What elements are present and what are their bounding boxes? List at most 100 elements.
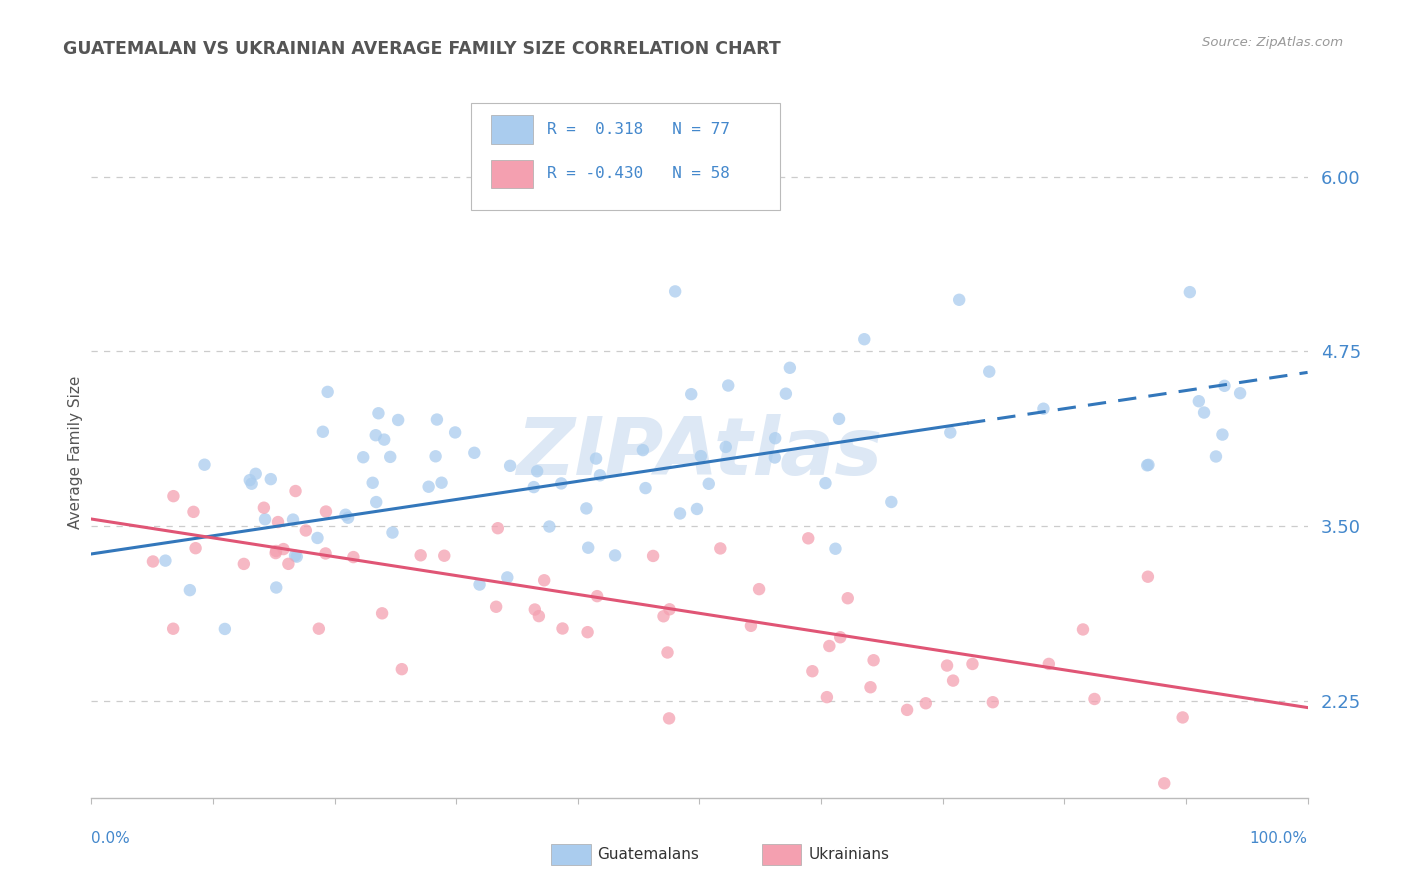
Point xyxy=(367,406,389,420)
Point xyxy=(853,332,876,346)
Text: GUATEMALAN VS UKRAINIAN AVERAGE FAMILY SIZE CORRELATION CHART: GUATEMALAN VS UKRAINIAN AVERAGE FAMILY S… xyxy=(63,40,780,58)
Point xyxy=(430,475,453,490)
Point xyxy=(373,433,395,447)
Point xyxy=(533,574,555,588)
Point xyxy=(245,467,267,481)
Point xyxy=(232,557,254,571)
Point xyxy=(681,387,703,401)
Point xyxy=(551,622,574,636)
Point xyxy=(550,476,572,491)
Point xyxy=(1188,394,1211,409)
Point xyxy=(697,476,720,491)
Text: R = -0.430   N = 58: R = -0.430 N = 58 xyxy=(547,167,730,181)
Point xyxy=(979,365,1001,379)
Point xyxy=(1038,657,1060,671)
Point xyxy=(418,480,440,494)
Point xyxy=(914,696,936,710)
Point xyxy=(896,703,918,717)
Point xyxy=(193,458,215,472)
Point xyxy=(523,602,546,616)
Point xyxy=(1136,458,1159,473)
Point xyxy=(371,607,394,621)
Point xyxy=(714,440,737,454)
Point xyxy=(264,546,287,560)
Point xyxy=(496,570,519,584)
Point xyxy=(364,428,387,442)
Point xyxy=(273,542,295,557)
Point xyxy=(307,531,329,545)
Point xyxy=(315,504,337,518)
Point xyxy=(162,622,184,636)
Point xyxy=(717,378,740,392)
Point xyxy=(1211,427,1233,442)
Point xyxy=(387,413,409,427)
Point xyxy=(643,549,665,563)
Point xyxy=(859,680,882,694)
Point xyxy=(486,521,509,535)
Point xyxy=(260,472,283,486)
Point xyxy=(526,464,548,478)
Point xyxy=(586,589,609,603)
Y-axis label: Average Family Size: Average Family Size xyxy=(67,376,83,529)
Point xyxy=(335,508,357,522)
Point xyxy=(862,653,884,667)
Point xyxy=(631,443,654,458)
Point xyxy=(830,630,852,644)
Point xyxy=(686,502,709,516)
Point xyxy=(316,384,339,399)
Point xyxy=(1032,401,1054,416)
Point xyxy=(748,582,770,596)
Point xyxy=(589,468,612,483)
Point xyxy=(763,450,786,465)
Point xyxy=(142,554,165,568)
Point xyxy=(499,458,522,473)
Point xyxy=(814,476,837,491)
Point xyxy=(576,541,599,555)
Point xyxy=(576,625,599,640)
Point xyxy=(939,425,962,440)
Point xyxy=(1213,379,1236,393)
Point xyxy=(1153,776,1175,790)
Point xyxy=(264,581,287,595)
Point xyxy=(1071,623,1094,637)
Point xyxy=(837,591,859,606)
Point xyxy=(444,425,467,440)
Point xyxy=(1083,692,1105,706)
Point xyxy=(214,622,236,636)
Point xyxy=(634,481,657,495)
Text: Ukrainians: Ukrainians xyxy=(808,847,890,862)
Point xyxy=(797,531,820,545)
Point xyxy=(775,386,797,401)
Point xyxy=(658,711,681,725)
Point xyxy=(337,510,360,524)
Point xyxy=(366,495,388,509)
Point xyxy=(981,695,1004,709)
Point xyxy=(818,639,841,653)
Point xyxy=(312,425,335,439)
Point xyxy=(815,690,838,705)
Point xyxy=(538,519,561,533)
Point xyxy=(1229,386,1251,401)
Text: 100.0%: 100.0% xyxy=(1250,831,1308,847)
Point xyxy=(709,541,731,556)
Point xyxy=(880,495,903,509)
Point xyxy=(162,489,184,503)
Point xyxy=(652,609,675,624)
Point xyxy=(426,412,449,426)
Point xyxy=(689,449,711,463)
Point xyxy=(284,549,307,563)
Point xyxy=(942,673,965,688)
Point xyxy=(779,360,801,375)
Point xyxy=(239,473,262,487)
Point xyxy=(380,450,402,464)
Point xyxy=(485,599,508,614)
Point xyxy=(657,645,679,659)
Text: R =  0.318   N = 77: R = 0.318 N = 77 xyxy=(547,122,730,136)
Point xyxy=(962,657,984,671)
Point xyxy=(253,500,276,515)
Point xyxy=(658,602,681,616)
Point xyxy=(740,619,762,633)
Text: Guatemalans: Guatemalans xyxy=(598,847,699,862)
Point xyxy=(277,557,299,571)
Point xyxy=(523,480,546,494)
